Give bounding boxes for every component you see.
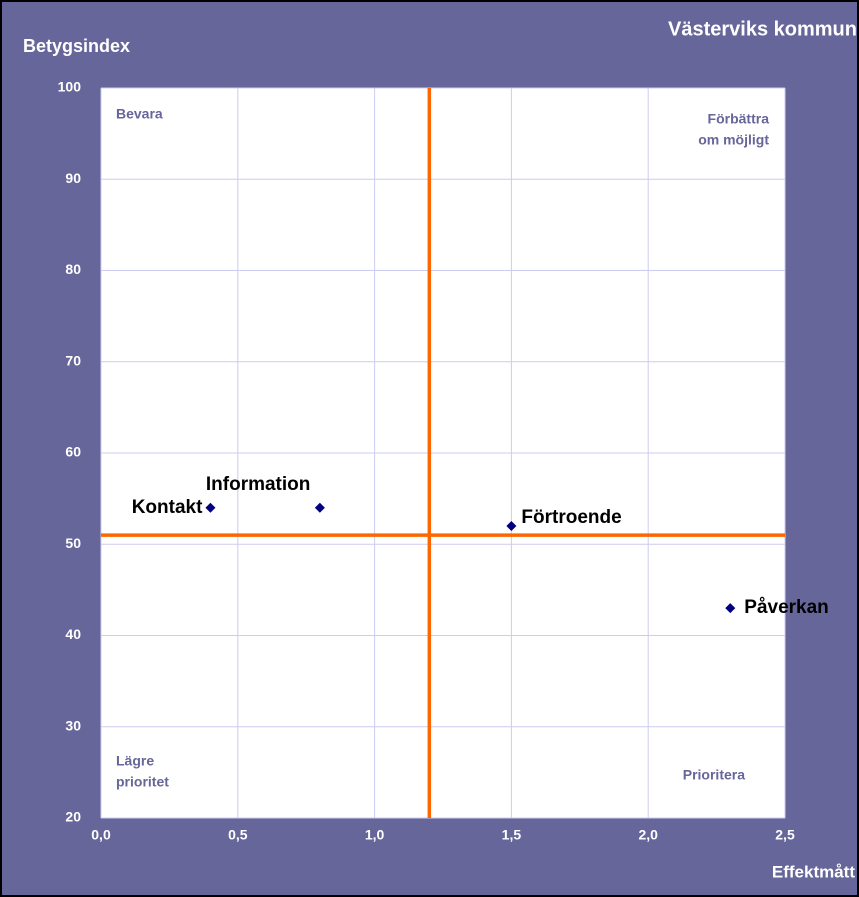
- quadrant-label: Prioritera: [683, 767, 745, 783]
- quadrant-label: prioritet: [116, 774, 169, 790]
- y-axis-label: Betygsindex: [23, 36, 130, 56]
- y-tick-label: 80: [65, 261, 81, 277]
- x-tick-label: 1,5: [502, 827, 522, 843]
- point-label: Kontakt: [132, 497, 203, 518]
- point: [506, 521, 517, 531]
- quadrant-label: om möjligt: [698, 132, 769, 148]
- point: [205, 502, 216, 513]
- x-tick-label: 2,5: [775, 827, 795, 843]
- x-tick-label: 0,0: [91, 827, 111, 843]
- y-tick-label: 60: [65, 444, 81, 460]
- point-label: Förtroende: [521, 507, 621, 528]
- y-tick-label: 40: [65, 626, 81, 642]
- chart-title: Västerviks kommun: [668, 18, 857, 40]
- y-tick-label: 90: [65, 170, 81, 186]
- x-tick-label: 0,5: [228, 827, 248, 843]
- quadrant-label: Förbättra: [708, 111, 770, 127]
- y-tick-label: 100: [58, 79, 82, 95]
- x-tick-label: 1,0: [365, 827, 385, 843]
- y-tick-label: 70: [65, 352, 81, 368]
- x-tick-label: 2,0: [638, 827, 658, 843]
- point: [725, 603, 736, 614]
- point-label: Påverkan: [744, 597, 829, 618]
- y-tick-label: 30: [65, 717, 81, 733]
- x-axis-label: Effektmått: [772, 862, 855, 881]
- quadrant-label: Lägre: [116, 753, 154, 769]
- y-tick-label: 50: [65, 535, 81, 551]
- quadrant-label: Bevara: [116, 106, 163, 122]
- point-label: Information: [206, 474, 311, 495]
- point: [314, 502, 325, 513]
- y-tick-label: 20: [65, 809, 81, 825]
